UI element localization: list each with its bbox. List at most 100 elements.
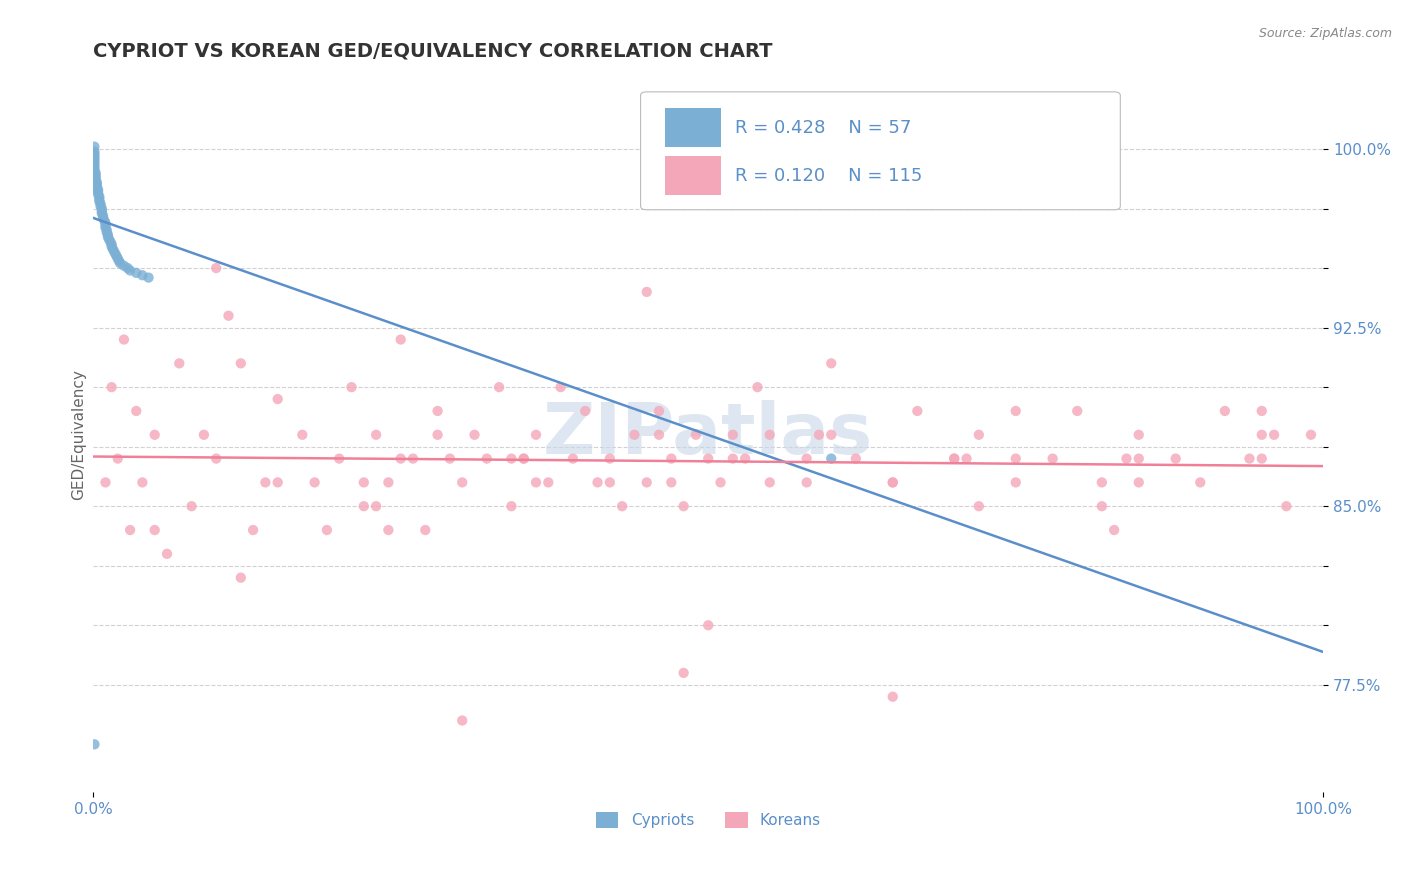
- Point: [242, 523, 264, 537]
- Point: [1004, 475, 1026, 490]
- Point: [1128, 475, 1150, 490]
- Point: [94, 216, 117, 230]
- Point: [94, 475, 117, 490]
- Point: [108, 254, 131, 268]
- Point: [389, 451, 412, 466]
- Point: [105, 249, 128, 263]
- Point: [83, 153, 105, 168]
- Point: [125, 266, 148, 280]
- Point: [1239, 451, 1261, 466]
- Point: [439, 451, 461, 466]
- Point: [648, 427, 671, 442]
- Point: [83, 156, 105, 170]
- Point: [101, 242, 124, 256]
- Text: Source: ZipAtlas.com: Source: ZipAtlas.com: [1258, 27, 1392, 40]
- Point: [1004, 451, 1026, 466]
- Point: [143, 427, 166, 442]
- Point: [89, 192, 111, 206]
- Point: [180, 500, 202, 514]
- Point: [488, 380, 510, 394]
- Point: [672, 500, 695, 514]
- Point: [1299, 427, 1322, 442]
- Point: [610, 500, 633, 514]
- Point: [353, 475, 375, 490]
- Point: [366, 500, 388, 514]
- Point: [86, 180, 108, 194]
- Point: [83, 159, 105, 173]
- Point: [96, 223, 118, 237]
- Text: ZIPatlas: ZIPatlas: [543, 401, 873, 469]
- Point: [304, 475, 326, 490]
- Point: [205, 451, 228, 466]
- Point: [87, 182, 110, 196]
- Legend: Cypriots, Koreans: Cypriots, Koreans: [589, 806, 827, 834]
- Point: [807, 427, 830, 442]
- Point: [131, 268, 153, 283]
- Point: [107, 252, 129, 266]
- Point: [524, 427, 547, 442]
- Point: [86, 175, 108, 189]
- Point: [254, 475, 277, 490]
- Point: [100, 237, 122, 252]
- Point: [758, 427, 780, 442]
- Point: [905, 404, 928, 418]
- Point: [218, 309, 240, 323]
- Point: [550, 380, 572, 394]
- Text: CYPRIOT VS KOREAN GED/EQUIVALENCY CORRELATION CHART: CYPRIOT VS KOREAN GED/EQUIVALENCY CORREL…: [93, 42, 773, 61]
- Point: [97, 230, 120, 244]
- Point: [205, 261, 228, 276]
- Point: [451, 475, 474, 490]
- Point: [1250, 451, 1272, 466]
- Point: [193, 427, 215, 442]
- Point: [1263, 427, 1285, 442]
- Point: [820, 451, 842, 466]
- Point: [512, 451, 534, 466]
- Point: [291, 427, 314, 442]
- Point: [413, 523, 436, 537]
- Point: [97, 227, 120, 242]
- Point: [524, 475, 547, 490]
- Point: [96, 226, 118, 240]
- Point: [636, 285, 658, 299]
- Point: [91, 209, 114, 223]
- Point: [463, 427, 485, 442]
- Text: R = 0.428    N = 57: R = 0.428 N = 57: [735, 119, 911, 136]
- Point: [955, 451, 977, 466]
- Point: [87, 185, 110, 199]
- Point: [721, 451, 744, 466]
- Point: [586, 475, 609, 490]
- Point: [672, 665, 695, 680]
- Point: [721, 427, 744, 442]
- Point: [83, 149, 105, 163]
- Point: [125, 404, 148, 418]
- Point: [659, 451, 682, 466]
- Point: [623, 427, 645, 442]
- Point: [685, 427, 707, 442]
- Point: [100, 240, 122, 254]
- Point: [112, 333, 135, 347]
- Point: [475, 451, 498, 466]
- Point: [882, 690, 904, 704]
- Point: [87, 187, 110, 202]
- Point: [1250, 427, 1272, 442]
- Point: [1128, 451, 1150, 466]
- Point: [117, 261, 139, 276]
- Point: [1213, 404, 1236, 418]
- Point: [377, 523, 399, 537]
- Point: [83, 163, 105, 178]
- FancyBboxPatch shape: [641, 92, 1121, 210]
- Point: [353, 500, 375, 514]
- Point: [758, 475, 780, 490]
- Point: [882, 475, 904, 490]
- Point: [501, 500, 523, 514]
- Point: [84, 173, 107, 187]
- Point: [120, 523, 142, 537]
- Point: [561, 451, 583, 466]
- Point: [1275, 500, 1298, 514]
- Point: [131, 475, 153, 490]
- Point: [512, 451, 534, 466]
- Point: [86, 178, 108, 192]
- Point: [112, 259, 135, 273]
- Point: [83, 145, 105, 159]
- Point: [734, 451, 756, 466]
